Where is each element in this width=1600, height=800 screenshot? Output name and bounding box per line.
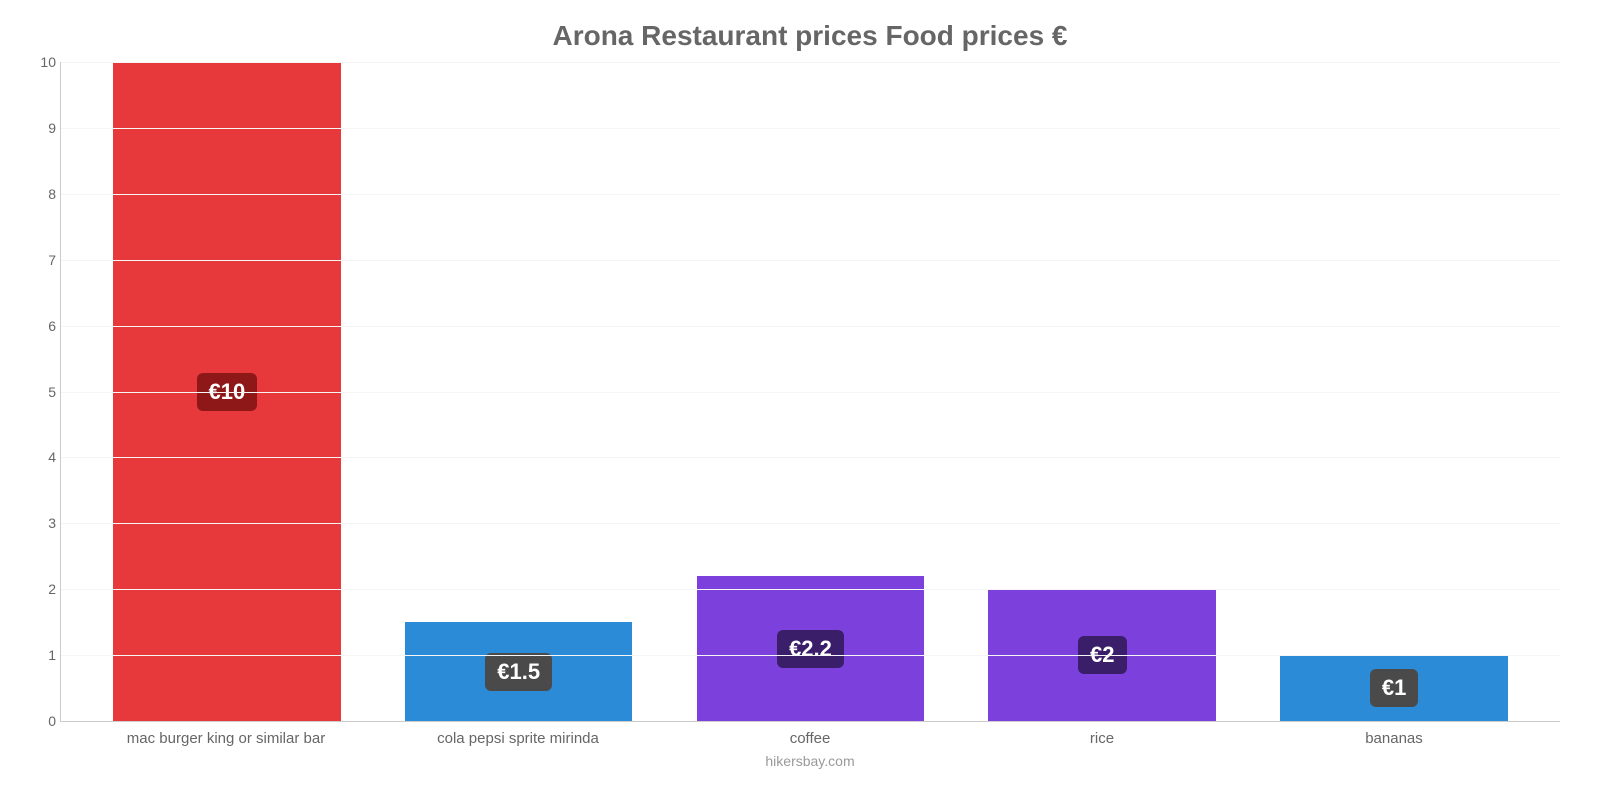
y-tick-label: 9 xyxy=(26,120,56,136)
grid-line xyxy=(61,392,1560,393)
bar: €2.2 xyxy=(697,576,925,721)
y-tick-label: 5 xyxy=(26,384,56,400)
bar-value-label: €1 xyxy=(1370,669,1418,707)
y-tick-label: 2 xyxy=(26,581,56,597)
grid-line xyxy=(61,457,1560,458)
attribution-text: hikersbay.com xyxy=(60,753,1560,769)
y-tick-label: 0 xyxy=(26,713,56,729)
grid-line xyxy=(61,194,1560,195)
grid-line xyxy=(61,326,1560,327)
y-tick-label: 3 xyxy=(26,515,56,531)
bar-value-label: €2.2 xyxy=(777,630,844,668)
grid-line xyxy=(61,589,1560,590)
x-tick-label: mac burger king or similar bar xyxy=(80,730,372,747)
x-axis-labels: mac burger king or similar barcola pepsi… xyxy=(60,722,1560,747)
bar: €1 xyxy=(1280,655,1508,721)
y-tick-label: 1 xyxy=(26,647,56,663)
grid-line xyxy=(61,523,1560,524)
chart-title: Arona Restaurant prices Food prices € xyxy=(60,20,1560,52)
grid-line xyxy=(61,62,1560,63)
bar: €1.5 xyxy=(405,622,633,721)
plot-area: €10€1.5€2.2€2€1 012345678910 xyxy=(60,62,1560,722)
grid-line xyxy=(61,655,1560,656)
x-tick-label: coffee xyxy=(664,730,956,747)
chart-container: Arona Restaurant prices Food prices € €1… xyxy=(0,0,1600,800)
grid-line xyxy=(61,260,1560,261)
y-tick-label: 4 xyxy=(26,449,56,465)
x-tick-label: bananas xyxy=(1248,730,1540,747)
y-tick-label: 6 xyxy=(26,318,56,334)
x-tick-label: rice xyxy=(956,730,1248,747)
y-tick-label: 10 xyxy=(26,54,56,70)
y-tick-label: 8 xyxy=(26,186,56,202)
bar-value-label: €1.5 xyxy=(485,653,552,691)
y-tick-label: 7 xyxy=(26,252,56,268)
x-tick-label: cola pepsi sprite mirinda xyxy=(372,730,664,747)
grid-line xyxy=(61,128,1560,129)
